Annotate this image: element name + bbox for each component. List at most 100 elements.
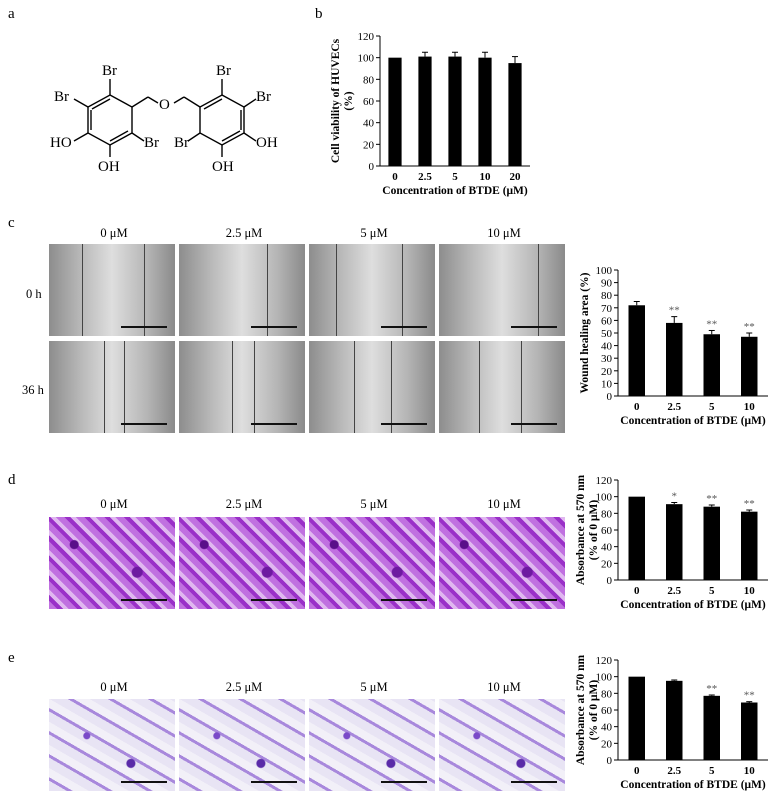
invasion-image: [179, 517, 305, 609]
x-tick-label: 5: [709, 401, 715, 413]
bar: [628, 676, 645, 760]
y-axis-label: Absorbance at 570 nm(% of 0 μM): [575, 654, 600, 765]
wound-image: [309, 341, 435, 433]
panel-label-d: d: [8, 472, 16, 488]
concentration-label: 2.5 μM: [225, 226, 263, 240]
atom-label: O: [159, 97, 170, 113]
wound-healing-chart: 01020304050607080901000**2.5**5**10Conce…: [579, 265, 768, 427]
x-tick-label: 0: [392, 171, 398, 183]
y-tick-label: 90: [601, 278, 613, 290]
bar: [741, 702, 758, 760]
x-axis-label: Concentration of BTDE (μM): [620, 779, 766, 791]
panel-label-b: b: [315, 6, 323, 22]
x-tick-label: 5: [709, 765, 715, 777]
atom-label: HO: [50, 135, 72, 151]
invasion-chart: 0 20 40 60 80 100 120 0 * 2.5 ** 5 ** 10 Concentration…: [575, 474, 768, 611]
significance-label: **: [706, 493, 717, 505]
bar: [388, 57, 402, 166]
bar: [448, 56, 462, 166]
y-tick-label: 100: [358, 53, 375, 65]
y-tick-label: 40: [601, 542, 613, 554]
y-tick-label: 30: [601, 353, 613, 365]
y-tick-label: 120: [596, 475, 613, 487]
concentration-label: 10 μM: [487, 497, 521, 511]
atom-label: OH: [98, 159, 120, 175]
bar: [628, 305, 645, 396]
atom-label: Br: [216, 63, 231, 79]
x-tick-label: 0: [634, 585, 640, 597]
bar: [666, 322, 683, 396]
concentration-label: 5 μM: [360, 680, 388, 694]
significance-label: **: [744, 321, 755, 333]
x-tick-label: 10: [744, 765, 756, 777]
invasion-image: [49, 517, 175, 609]
significance-label: **: [744, 690, 755, 702]
y-axis-label: Wound healing area (%): [579, 272, 591, 393]
bar: [478, 57, 492, 166]
x-tick-label: 2.5: [418, 171, 432, 183]
wound-image: [49, 244, 175, 336]
bar: [666, 504, 683, 580]
wound-image: [439, 341, 565, 433]
atom-label: OH: [212, 159, 234, 175]
y-tick-label: 40: [601, 722, 613, 734]
concentration-label: 10 μM: [487, 226, 521, 240]
atom-label: OH: [256, 135, 278, 151]
panel-label-c: c: [8, 215, 15, 231]
y-tick-label: 80: [601, 508, 613, 520]
significance-label: **: [706, 318, 717, 330]
x-axis-label: Concentration of BTDE (μM): [620, 599, 766, 611]
migration-image: [49, 699, 175, 791]
y-tick-label: 60: [363, 96, 375, 108]
x-tick-label: 10: [744, 585, 756, 597]
significance-label: **: [706, 683, 717, 695]
bar: [741, 511, 758, 580]
y-tick-label: 20: [601, 738, 613, 750]
y-tick-label: 10: [601, 378, 613, 390]
y-tick-label: 0: [607, 575, 613, 587]
time-label: 0 h: [26, 287, 42, 301]
migration-image: [179, 699, 305, 791]
x-tick-label: 2.5: [667, 401, 681, 413]
concentration-label: 10 μM: [487, 680, 521, 694]
migration-image: [439, 699, 565, 791]
concentration-label: 0 μM: [100, 226, 128, 240]
panel-label-e: e: [8, 650, 15, 666]
bar: [628, 496, 645, 580]
chemical-structure: Br Br O Br Br HO Br Br OH OH OH: [50, 63, 278, 175]
concentration-label: 2.5 μM: [225, 497, 263, 511]
bar: [703, 334, 720, 396]
invasion-image: [439, 517, 565, 609]
y-axis-label: Absorbance at 570 nm(% of 0 μM): [575, 474, 600, 585]
y-tick-label: 60: [601, 315, 613, 327]
concentration-label: 0 μM: [100, 680, 128, 694]
wound-image: [49, 341, 175, 433]
invasion-image: [309, 517, 435, 609]
x-tick-label: 0: [634, 765, 640, 777]
y-tick-label: 80: [601, 290, 613, 302]
y-tick-label: 120: [596, 655, 613, 667]
y-tick-label: 120: [358, 31, 375, 43]
significance-label: *: [672, 491, 678, 503]
y-tick-label: 60: [601, 525, 613, 537]
significance-label: **: [669, 305, 680, 317]
migration-chart: 0 20 40 60 80 100 120 0 2.5 ** 5 ** 10 Concentration …: [575, 654, 768, 791]
concentration-label: 0 μM: [100, 497, 128, 511]
time-label: 36 h: [22, 383, 44, 397]
x-tick-label: 2.5: [667, 585, 681, 597]
viability-chart: 0 20 40 60 80 100 120 0 2.5 5 10 20 Concentration of…: [330, 31, 530, 197]
y-tick-label: 40: [363, 118, 375, 130]
y-tick-label: 80: [363, 74, 375, 86]
y-tick-label: 20: [363, 139, 375, 151]
y-tick-label: 20: [601, 558, 613, 570]
concentration-label: 5 μM: [360, 226, 388, 240]
x-tick-label: 10: [480, 171, 492, 183]
wound-image: [439, 244, 565, 336]
atom-label: Br: [144, 135, 159, 151]
x-axis-label: Concentration of BTDE (μM): [620, 415, 766, 427]
y-tick-label: 50: [601, 328, 613, 340]
bar: [703, 506, 720, 580]
concentration-label: 5 μM: [360, 497, 388, 511]
atom-label: Br: [54, 89, 69, 105]
bar: [508, 63, 522, 167]
